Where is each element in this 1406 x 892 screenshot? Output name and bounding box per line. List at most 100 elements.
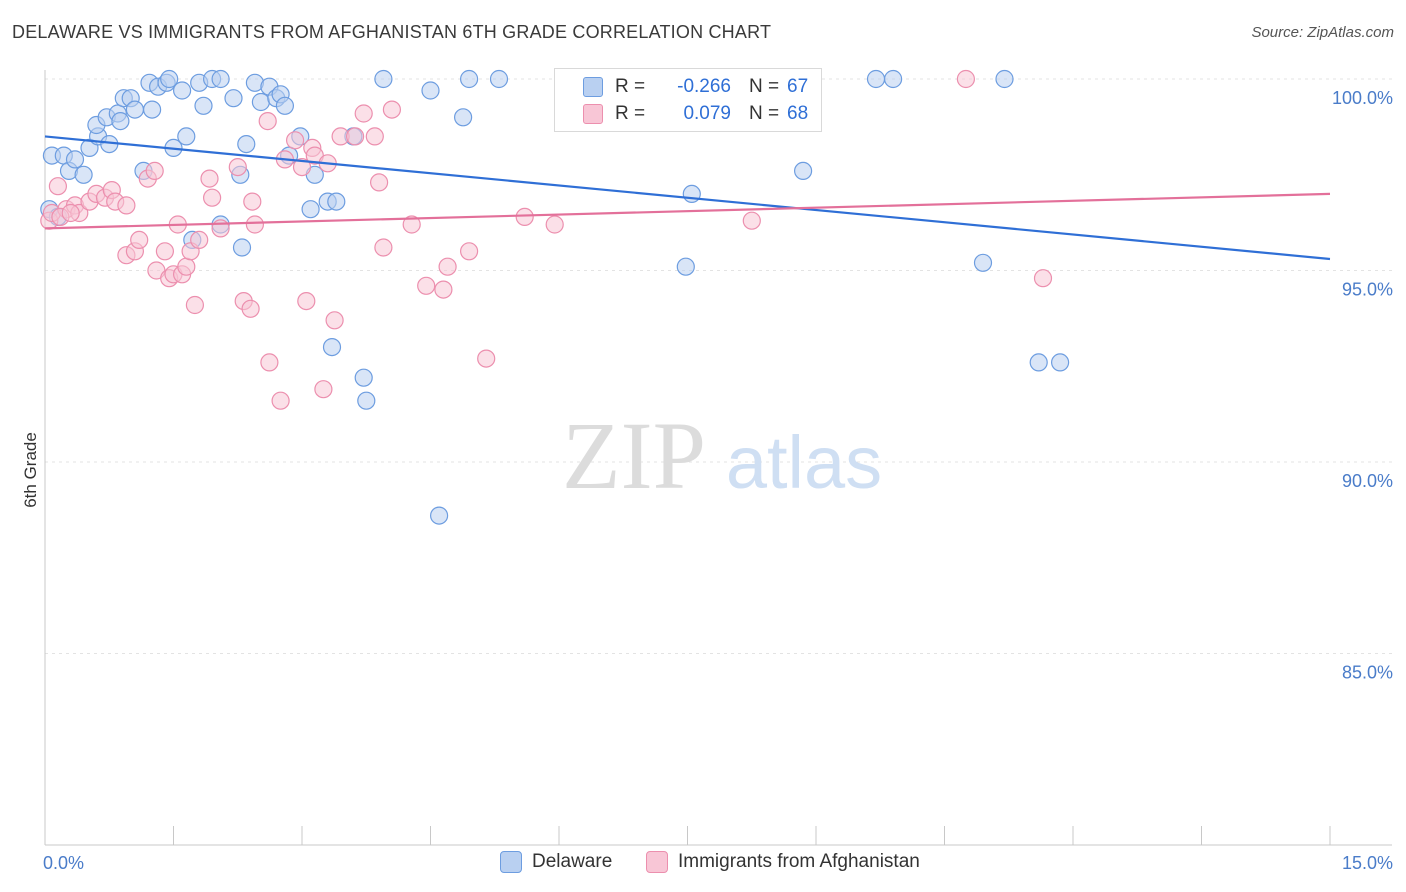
- afghanistan-point: [260, 353, 279, 372]
- grid-layer: [45, 78, 1392, 654]
- legend-r-value: 0.079: [683, 103, 731, 124]
- delaware-point: [793, 161, 813, 180]
- afghanistan-point: [297, 292, 316, 311]
- delaware-point: [160, 69, 179, 89]
- x-tick-label: 0.0%: [43, 853, 84, 873]
- delaware-point: [421, 81, 440, 100]
- axes-layer: [44, 70, 1392, 846]
- delaware-point: [883, 69, 903, 89]
- y-tick-label: 100.0%: [1332, 88, 1393, 108]
- legend-swatch-delaware: [500, 851, 522, 873]
- delaware-point: [430, 506, 449, 525]
- afghanistan-point: [374, 238, 393, 257]
- series-legend: Delaware Immigrants from Afghanistan: [0, 851, 1406, 877]
- afghanistan-point: [203, 188, 222, 207]
- trend-lines: [44, 135, 1331, 261]
- delaware-point: [251, 92, 270, 112]
- delaware-point: [301, 200, 320, 219]
- legend-swatch-afghanistan: [583, 104, 603, 124]
- afghanistan-point: [460, 242, 479, 261]
- tick-labels: 100.0% 95.0% 90.0% 85.0% 0.0% 15.0%: [43, 88, 1393, 873]
- afghanistan-point: [145, 161, 164, 180]
- delaware-point: [237, 135, 256, 154]
- legend-r-value: -0.266: [677, 76, 731, 97]
- afghanistan-point: [292, 158, 312, 177]
- delaware-point: [125, 100, 144, 119]
- y-tick-label: 85.0%: [1342, 663, 1393, 683]
- delaware-points: [40, 69, 1070, 525]
- legend-swatch-delaware: [583, 77, 603, 97]
- afghanistan-point: [241, 299, 260, 318]
- watermark-atlas: atlas: [726, 421, 882, 504]
- delaware-point: [866, 69, 886, 89]
- afghanistan-points: [40, 69, 1053, 410]
- delaware-point: [65, 150, 85, 169]
- delaware-point: [327, 192, 346, 211]
- afghanistan-point: [370, 173, 389, 192]
- legend-label-afghanistan: Immigrants from Afghanistan: [678, 851, 920, 872]
- afghanistan-point: [155, 242, 174, 261]
- delaware-point: [322, 338, 342, 357]
- legend-r-label: R =: [615, 103, 646, 124]
- afghanistan-point: [271, 391, 290, 410]
- legend-swatch-afghanistan: [646, 851, 668, 873]
- delaware-point: [489, 69, 509, 89]
- legend-n-label: N =: [749, 103, 780, 124]
- delaware-point: [454, 108, 473, 127]
- delaware-point: [143, 100, 162, 119]
- afghanistan-point: [417, 276, 436, 295]
- delaware-point: [173, 81, 192, 100]
- afghanistan-point: [742, 211, 761, 230]
- delaware-point: [357, 391, 376, 410]
- delaware-point: [354, 368, 373, 387]
- delaware-point: [973, 253, 993, 272]
- delaware-point: [177, 127, 196, 146]
- afghanistan-point: [346, 127, 365, 146]
- delaware-point: [224, 89, 243, 108]
- delaware-trend-line: [44, 135, 1331, 261]
- afghanistan-point: [130, 230, 149, 249]
- afghanistan-point: [245, 215, 264, 234]
- afghanistan-point: [477, 349, 496, 368]
- delaware-point: [1029, 353, 1048, 372]
- delaware-point: [374, 69, 393, 89]
- afghanistan-point: [117, 196, 136, 215]
- afghanistan-point: [515, 207, 534, 226]
- afghanistan-point: [402, 215, 421, 234]
- delaware-point: [211, 69, 230, 89]
- legend-n-value: 68: [787, 103, 809, 124]
- chart-title: DELAWARE VS IMMIGRANTS FROM AFGHANISTAN …: [12, 22, 772, 42]
- legend-item-delaware[interactable]: Delaware: [500, 851, 612, 873]
- watermark: ZIP atlas: [562, 402, 882, 509]
- afghanistan-point: [228, 158, 247, 177]
- x-tick-label: 15.0%: [1342, 853, 1393, 873]
- afghanistan-point: [200, 169, 219, 188]
- afghanistan-trend-line: [44, 192, 1331, 230]
- afghanistan-point: [48, 177, 68, 196]
- afghanistan-point: [956, 69, 976, 89]
- afghanistan-point: [243, 192, 262, 211]
- delaware-point: [275, 96, 294, 115]
- afghanistan-point: [434, 280, 453, 299]
- legend-n-label: N =: [749, 76, 780, 97]
- delaware-point: [1050, 353, 1070, 372]
- y-tick-label: 95.0%: [1342, 280, 1393, 300]
- afghanistan-point: [325, 311, 344, 330]
- legend-item-afghanistan[interactable]: Immigrants from Afghanistan: [646, 851, 920, 873]
- delaware-point: [74, 165, 93, 184]
- afghanistan-point: [258, 111, 277, 131]
- y-axis-label: 6th Grade: [21, 432, 40, 508]
- afghanistan-point: [286, 131, 305, 150]
- y-tick-label: 90.0%: [1342, 471, 1393, 491]
- delaware-point: [460, 69, 479, 89]
- legend-row-delaware: R = -0.266 N = 67: [555, 74, 808, 100]
- delaware-point: [111, 111, 130, 131]
- delaware-point: [194, 96, 213, 115]
- afghanistan-point: [314, 380, 333, 399]
- delaware-point: [682, 184, 701, 203]
- delaware-point: [995, 69, 1014, 89]
- legend-n-value: 67: [787, 76, 809, 97]
- watermark-zip: ZIP: [562, 402, 706, 509]
- legend-r-label: R =: [615, 76, 646, 97]
